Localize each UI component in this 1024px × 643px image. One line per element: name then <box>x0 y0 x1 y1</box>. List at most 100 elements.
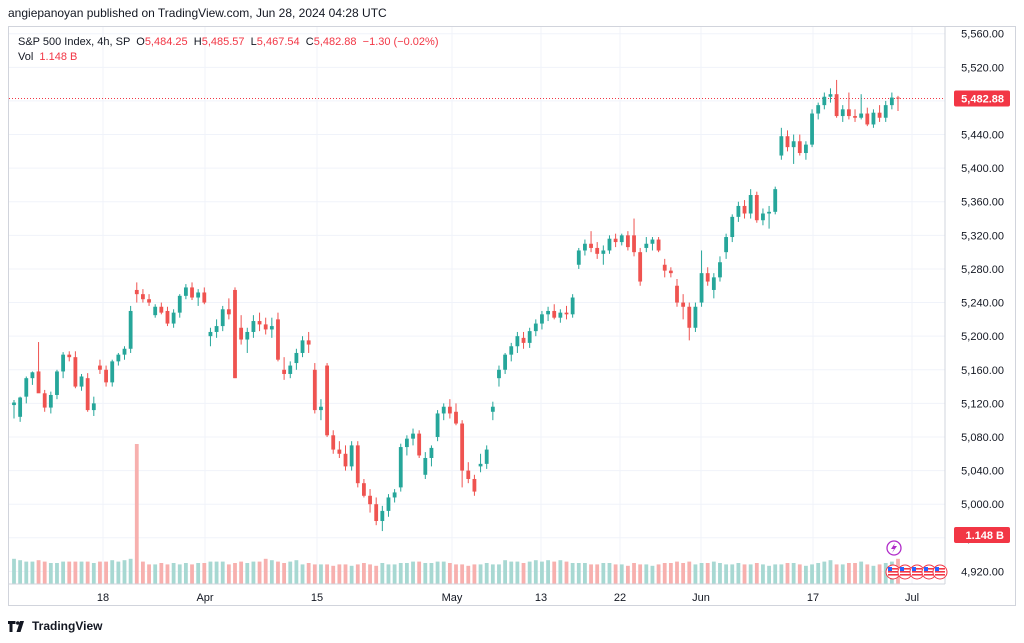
candle-body <box>785 136 790 148</box>
candle-body <box>171 312 176 324</box>
y-tick-label: 5,560.00 <box>961 29 1004 41</box>
volume-bar <box>447 563 452 584</box>
candle-body <box>742 205 747 214</box>
volume-bar <box>398 563 403 584</box>
candle-body <box>67 354 72 358</box>
candle-body <box>533 323 538 332</box>
candle-body <box>497 369 501 379</box>
volume-bar <box>73 561 78 584</box>
symbol-label[interactable]: S&P 500 Index, 4h, SP <box>18 36 131 48</box>
volume-bar <box>214 561 219 584</box>
candle-body <box>503 354 508 370</box>
volume-bar <box>417 561 422 584</box>
y-tick-label: 5,440.00 <box>961 130 1004 142</box>
event-markers <box>885 540 948 580</box>
candle-body <box>478 463 483 467</box>
us-flag-icon <box>909 564 925 580</box>
candle-body <box>386 497 391 511</box>
volume-bar <box>497 564 501 584</box>
volume-bar <box>312 564 317 584</box>
flag-stripe <box>912 568 922 570</box>
candle-body <box>724 237 729 253</box>
candle-body <box>607 238 612 251</box>
candle-body <box>896 97 900 99</box>
volume-bar <box>233 563 237 584</box>
volume-bar <box>12 558 16 584</box>
candle-body <box>509 346 514 355</box>
volume-bar <box>736 563 741 584</box>
candle-body <box>362 483 366 496</box>
candle-body <box>460 423 465 471</box>
candle-body <box>85 378 90 411</box>
candle-body <box>650 239 655 244</box>
volume-bar <box>785 563 790 584</box>
candle-body <box>183 287 188 296</box>
volume-bar <box>374 565 379 584</box>
candle-body <box>515 336 520 347</box>
candle-body <box>540 314 544 324</box>
volume-bar <box>55 563 59 584</box>
candle-body <box>447 406 452 414</box>
candle-body <box>12 402 16 406</box>
volume-bar <box>368 564 372 584</box>
candle-body <box>687 306 692 328</box>
volume-bar <box>546 560 550 584</box>
volume-label[interactable]: Vol <box>18 51 34 63</box>
volume-bar <box>552 561 557 584</box>
candle-body <box>374 504 379 521</box>
volume-bar <box>583 563 587 584</box>
volume-bar <box>79 561 84 584</box>
close-label: C <box>305 36 314 48</box>
x-tick-label: 13 <box>535 592 547 604</box>
volume-bar <box>472 564 477 584</box>
volume-bar <box>632 563 636 584</box>
candle-body <box>644 243 649 248</box>
volume-bar <box>85 561 90 584</box>
volume-bar <box>687 561 692 584</box>
us-flag-icon <box>885 564 901 580</box>
candle-body <box>846 109 851 117</box>
candle-body <box>810 113 814 145</box>
candle-body <box>239 327 244 340</box>
y-tick-label: 5,240.00 <box>961 298 1004 310</box>
candle-body <box>141 294 145 300</box>
candle-body <box>883 105 888 118</box>
volume-bar <box>98 561 102 584</box>
volume-bar <box>239 561 244 584</box>
volume-bar <box>67 561 72 584</box>
candle-body <box>822 96 827 106</box>
y-tick-label: 5,360.00 <box>961 197 1004 209</box>
volume-bar <box>724 564 729 584</box>
volume-bar <box>245 563 250 584</box>
candle-body <box>767 211 771 214</box>
flag-canton <box>912 567 916 571</box>
footer-brand[interactable]: TradingView <box>8 619 102 633</box>
candle-body <box>380 510 385 521</box>
candle-body <box>754 195 759 221</box>
volume-bar <box>828 560 833 584</box>
candle-body <box>300 340 305 353</box>
volume-bar <box>177 564 182 584</box>
candle-body <box>196 292 201 298</box>
candle-body <box>392 492 397 498</box>
tradingview-logo-icon <box>8 620 24 632</box>
candle-body <box>411 433 415 439</box>
volume-bar <box>380 563 385 584</box>
volume-bar <box>742 564 747 584</box>
candle-body <box>564 312 569 315</box>
volume-bar <box>816 563 821 584</box>
x-tick-label: Jul <box>905 592 919 604</box>
volume-bar <box>533 560 538 584</box>
volume-bar <box>619 564 624 584</box>
candle-body <box>208 331 213 337</box>
candle-body <box>122 348 127 355</box>
candle-body <box>190 287 194 298</box>
y-tick-label: 5,320.00 <box>961 230 1004 242</box>
candle-body <box>705 273 710 282</box>
candle-body <box>153 306 158 316</box>
volume-bar <box>478 564 483 584</box>
volume-bar <box>761 564 765 584</box>
chart-legend: S&P 500 Index, 4h, SP O5,484.25 H5,485.5… <box>18 35 439 65</box>
volume-bar <box>638 564 643 584</box>
